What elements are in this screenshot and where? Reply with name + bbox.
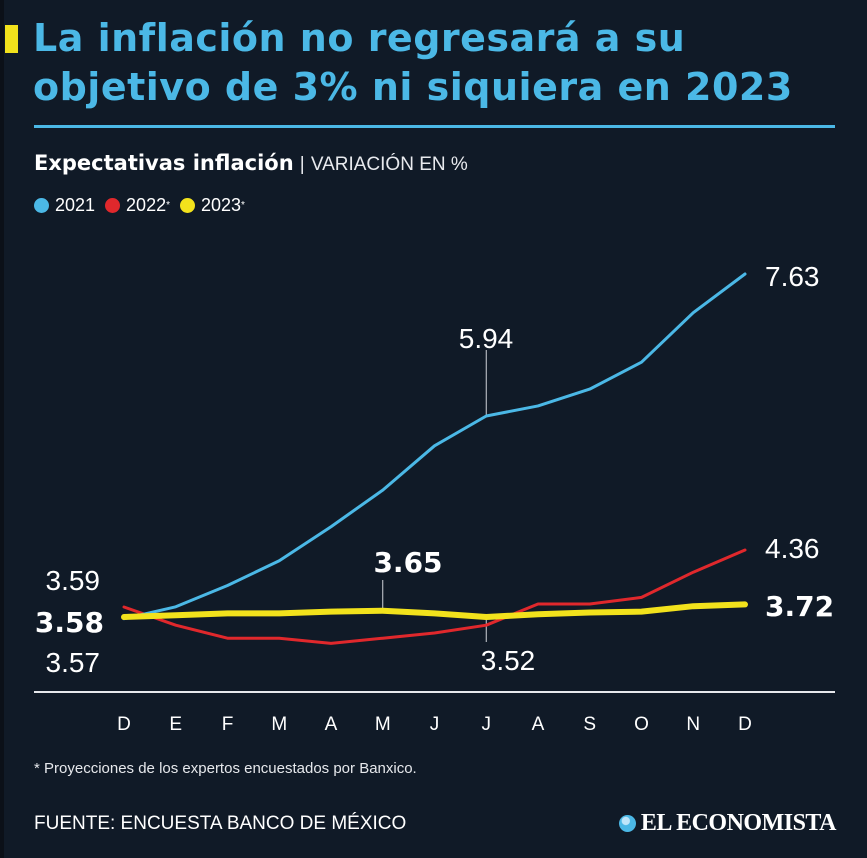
x-tick-label: M [375, 714, 391, 735]
data-label: 5.94 [459, 323, 514, 354]
x-tick-label: J [482, 714, 492, 735]
data-label: 3.58 [35, 606, 104, 639]
x-tick-label: A [532, 714, 545, 735]
data-label: 4.36 [765, 533, 820, 564]
legend-item-2022: 2022 * [105, 195, 170, 216]
legend-dot-icon [34, 198, 49, 213]
x-tick-label: F [222, 714, 234, 735]
subtitle-main: Expectativas inflación [34, 151, 294, 175]
legend-label: 2022 [126, 195, 167, 215]
data-label: 3.65 [373, 546, 442, 579]
legend-dot-icon [105, 198, 121, 213]
footnote: * Proyecciones de los expertos encuestad… [34, 760, 417, 777]
data-label: 7.63 [765, 261, 820, 292]
chart-legend: 2021 2022 * 2023 * [34, 195, 255, 216]
data-label: 3.57 [46, 647, 101, 678]
x-tick-label: J [430, 714, 440, 735]
x-tick-label: O [634, 714, 649, 735]
data-label: 3.72 [765, 590, 834, 623]
globe-icon [618, 815, 636, 832]
x-tick-label: D [738, 714, 752, 735]
headline-title: La inflación no regresará a su objetivo … [33, 16, 793, 109]
brand-name: EL ECONOMISTA [640, 810, 837, 836]
series-line-2022 [122, 548, 747, 645]
x-tick-label: D [117, 714, 131, 735]
x-tick-label: A [325, 714, 338, 735]
series-line-2023 [121, 601, 748, 620]
x-tick-label: N [686, 714, 700, 735]
x-tick-label: E [169, 714, 182, 735]
x-tick-label: S [583, 714, 596, 735]
data-label: 3.59 [46, 565, 101, 596]
title-divider [34, 125, 835, 128]
legend-label: 2023 [201, 195, 242, 215]
x-tick-label: M [271, 714, 287, 735]
source-credit: FUENTE: ENCUESTA BANCO DE MÉXICO [34, 813, 407, 834]
brand-logo: EL ECONOMISTA [618, 810, 837, 837]
title-accent-bar [5, 25, 18, 53]
left-edge-strip [0, 0, 4, 858]
legend-dot-icon [180, 198, 195, 213]
chart-subtitle: Expectativas inflación | VARIACIÓN EN % [34, 150, 468, 176]
data-label: 3.52 [481, 645, 536, 676]
legend-item-2023: 2023 * [180, 195, 245, 216]
series-line-2021 [122, 272, 747, 621]
legend-item-2021: 2021 [34, 195, 95, 216]
subtitle-separator: | [299, 154, 305, 175]
subtitle-unit: VARIACIÓN EN % [310, 154, 468, 175]
legend-label: 2021 [55, 195, 96, 215]
